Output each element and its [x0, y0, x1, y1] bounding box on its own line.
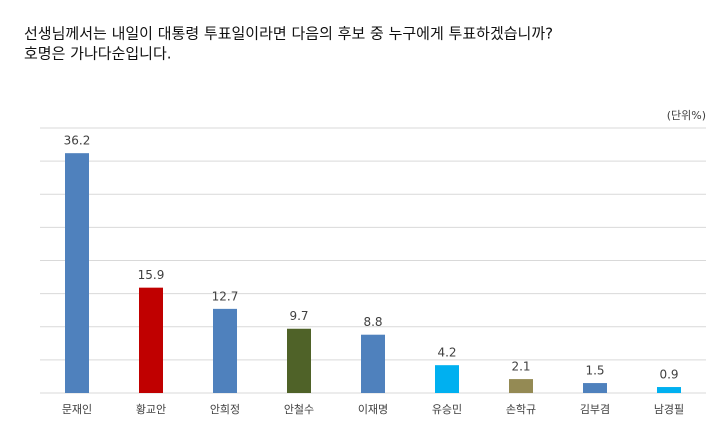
- bar: [361, 334, 385, 393]
- unit-note: (단위%): [667, 109, 706, 122]
- bar: [435, 365, 459, 393]
- value-label: 1.5: [585, 364, 604, 378]
- bar: [65, 153, 89, 393]
- x-tick-label: 유승민: [432, 403, 462, 416]
- bar: [509, 379, 533, 393]
- chart-title-line: 호명은 가나다순입니다.: [24, 45, 172, 63]
- x-tick-label: 남경필: [654, 403, 684, 416]
- x-tick-label: 안철수: [284, 403, 314, 416]
- chart-title-line: 선생님께서는 내일이 대통령 투표일이라면 다음의 후보 중 누구에게 투표하겠…: [24, 25, 553, 43]
- x-tick-label: 황교안: [136, 403, 166, 416]
- value-label: 15.9: [138, 268, 165, 282]
- value-label: 9.7: [289, 309, 308, 323]
- value-label: 12.7: [212, 289, 239, 303]
- value-label: 2.1: [511, 360, 530, 374]
- x-tick-label: 이재명: [358, 403, 388, 416]
- x-tick-label: 손학규: [506, 403, 536, 416]
- x-tick-label: 김부겸: [580, 403, 610, 416]
- bar: [583, 383, 607, 393]
- x-tick-label: 문재인: [62, 403, 92, 416]
- bar: [213, 308, 237, 393]
- value-label: 4.2: [437, 346, 456, 360]
- value-label: 36.2: [64, 134, 91, 148]
- value-label: 8.8: [363, 315, 382, 329]
- value-label: 0.9: [659, 368, 678, 382]
- bar: [287, 328, 311, 393]
- bar: [139, 287, 163, 393]
- x-tick-label: 안희정: [210, 403, 240, 416]
- bar: [657, 387, 681, 393]
